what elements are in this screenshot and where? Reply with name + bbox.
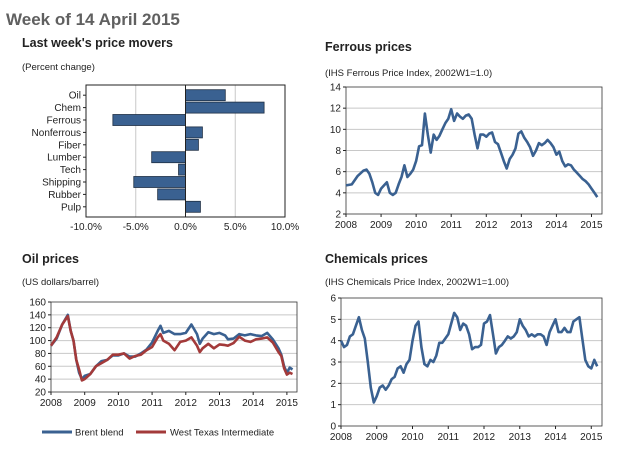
bar-lumber xyxy=(151,151,186,164)
category-label: Pulp xyxy=(61,202,81,213)
x-tick-label: 2011 xyxy=(438,432,460,443)
oil-legend: Brent blend West Texas Intermediate xyxy=(42,428,274,439)
page-title: Week of 14 April 2015 xyxy=(6,10,180,29)
y-tick-label: 4 xyxy=(330,336,336,347)
x-tick-label: 2013 xyxy=(510,220,533,231)
x-tick-label: 2009 xyxy=(366,432,389,443)
oil-subtitle: (US dollars/barrel) xyxy=(22,277,99,288)
movers-subtitle: (Percent change) xyxy=(22,62,95,73)
y-tick-label: 80 xyxy=(35,349,47,360)
category-label: Tech xyxy=(60,165,81,176)
y-tick-label: 3 xyxy=(330,358,336,369)
oil-title: Oil prices xyxy=(22,252,79,266)
y-tick-label: 2 xyxy=(330,379,336,390)
x-tick-label: 2009 xyxy=(370,220,393,231)
x-tick-label: 2008 xyxy=(335,220,358,231)
category-label: Fiber xyxy=(58,140,81,151)
x-tick-label: 2015 xyxy=(580,220,603,231)
chemicals-subtitle: (IHS Chemicals Price Index, 2002W1=1.00) xyxy=(325,277,509,288)
x-tick-label: 2010 xyxy=(107,398,130,409)
x-tick-label: 2014 xyxy=(242,398,265,409)
x-tick-label: 2012 xyxy=(475,220,498,231)
y-tick-label: 14 xyxy=(330,83,342,94)
bar-shipping xyxy=(133,176,186,188)
y-tick-label: 12 xyxy=(330,104,342,115)
y-tick-label: 60 xyxy=(35,362,47,373)
series-line-index xyxy=(339,311,599,404)
y-tick-label: 8 xyxy=(335,146,341,157)
x-tick-label: 2008 xyxy=(330,432,353,443)
category-label: Nonferrous xyxy=(32,128,81,139)
x-tick-label: 5.0% xyxy=(224,222,247,233)
y-tick-label: 5 xyxy=(330,315,336,326)
x-tick-label: -5.0% xyxy=(123,222,149,233)
x-tick-label: 2015 xyxy=(580,432,603,443)
legend-label-wti: West Texas Intermediate xyxy=(170,428,274,439)
category-label: Chem xyxy=(54,103,81,114)
y-tick-label: 160 xyxy=(29,298,46,309)
y-tick-label: 2 xyxy=(335,210,341,221)
y-tick-label: 6 xyxy=(330,294,336,305)
x-tick-label: 2015 xyxy=(276,398,299,409)
x-tick-label: 2012 xyxy=(473,432,496,443)
x-tick-label: 2011 xyxy=(141,398,163,409)
x-tick-label: -10.0% xyxy=(70,222,102,233)
y-tick-label: 120 xyxy=(29,323,46,334)
y-tick-label: 1 xyxy=(330,400,336,411)
y-tick-label: 100 xyxy=(29,336,46,347)
movers-title: Last week's price movers xyxy=(22,36,173,50)
y-tick-label: 140 xyxy=(29,310,46,321)
y-tick-label: 10 xyxy=(330,125,342,136)
bar-oil xyxy=(185,89,226,102)
y-tick-label: 20 xyxy=(35,388,47,399)
bar-tech xyxy=(178,163,186,176)
ferrous-subtitle: (IHS Ferrous Price Index, 2002W1=1.0) xyxy=(325,68,492,79)
chemicals-title: Chemicals prices xyxy=(325,252,428,266)
x-tick-label: 0.0% xyxy=(174,222,197,233)
bar-ferrous xyxy=(112,114,186,126)
ferrous-title: Ferrous prices xyxy=(325,40,412,54)
y-tick-label: 6 xyxy=(335,167,341,178)
x-tick-label: 2014 xyxy=(544,432,567,443)
x-tick-label: 2010 xyxy=(401,432,424,443)
x-tick-label: 10.0% xyxy=(271,222,299,233)
y-tick-label: 4 xyxy=(335,188,341,199)
bar-chem xyxy=(185,101,265,114)
y-tick-label: 40 xyxy=(35,375,47,386)
x-tick-label: 2012 xyxy=(175,398,198,409)
legend-label-brent: Brent blend xyxy=(75,428,124,439)
series-line-west-texas-intermediate xyxy=(49,314,294,382)
x-tick-label: 2009 xyxy=(74,398,97,409)
bar-rubber xyxy=(157,188,186,201)
x-tick-label: 2008 xyxy=(40,398,63,409)
ferrous-chart: 2 4 6 8 10 12 14 2008 2009 2010 2011 2012 2013 2014 20… xyxy=(330,83,603,232)
plot-frame xyxy=(50,301,298,393)
series-line-index xyxy=(345,107,599,198)
x-tick-label: 2013 xyxy=(509,432,532,443)
x-tick-label: 2014 xyxy=(545,220,568,231)
bar-nonferrous xyxy=(185,126,203,139)
series-line-brent-blend xyxy=(49,313,294,381)
category-label: Oil xyxy=(69,91,81,102)
bar-fiber xyxy=(185,138,199,151)
category-label: Shipping xyxy=(42,178,81,189)
category-label: Lumber xyxy=(47,153,82,164)
plot-frame xyxy=(345,86,603,215)
category-label: Rubber xyxy=(48,190,81,201)
y-tick-label: 0 xyxy=(330,422,336,433)
chemicals-chart: 0 1 2 3 4 5 6 2008 2009 2010 2011 2012 2013 2014 2015 xyxy=(330,294,603,444)
x-tick-label: 2013 xyxy=(208,398,231,409)
bar-pulp xyxy=(185,200,201,213)
category-label: Ferrous xyxy=(47,116,81,127)
x-tick-label: 2011 xyxy=(440,220,462,231)
x-tick-label: 2010 xyxy=(405,220,428,231)
plot-frame xyxy=(340,297,603,427)
